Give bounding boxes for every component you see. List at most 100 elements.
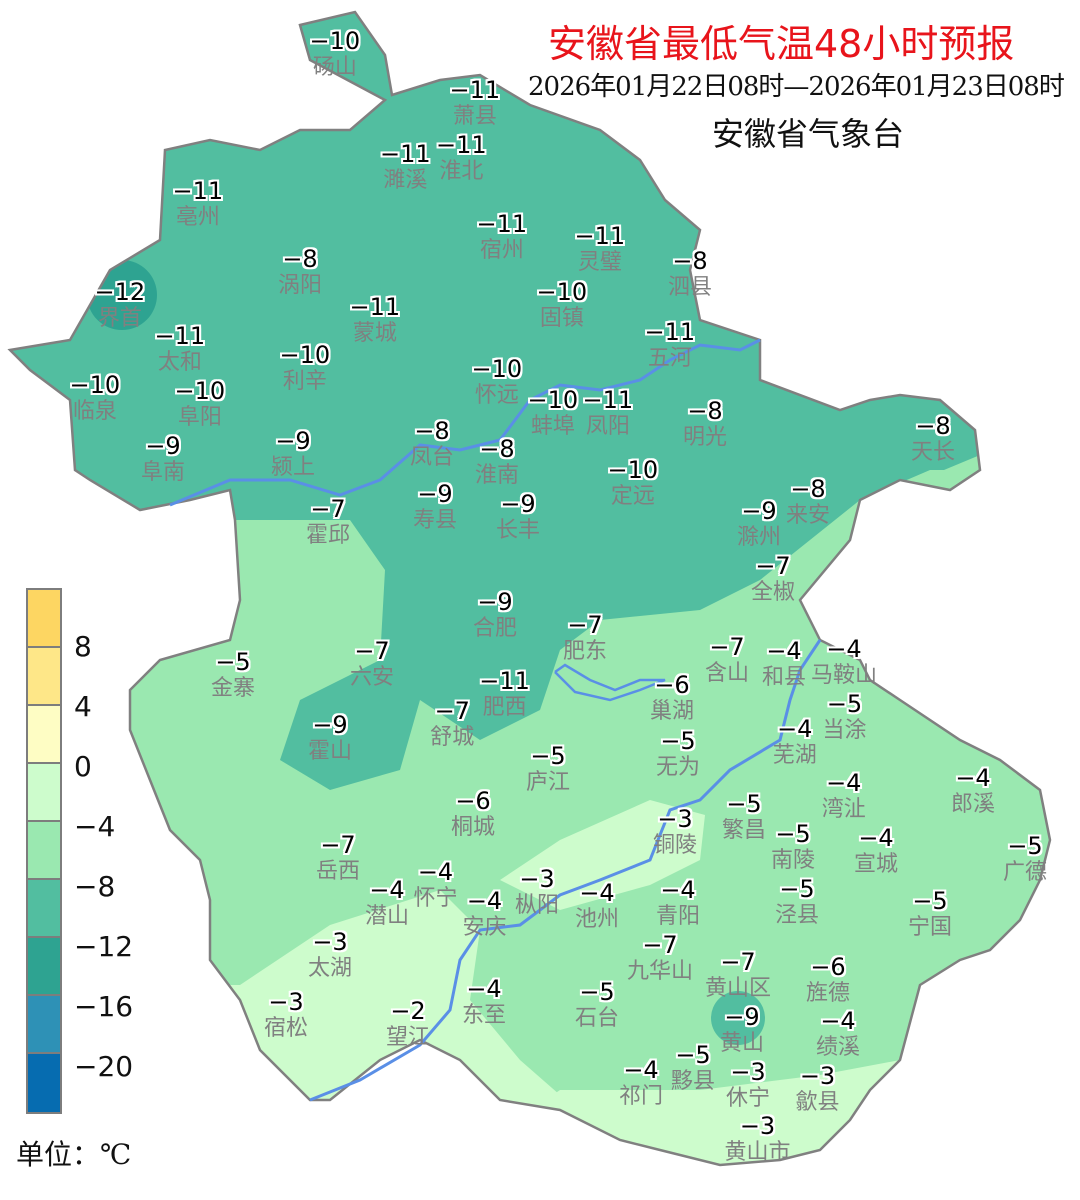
station-min-temp: −11 <box>582 386 634 414</box>
station-label: −12 界首 <box>94 278 146 332</box>
station-name: 潜山 <box>365 904 410 929</box>
station-label: −8 明光 <box>683 398 728 451</box>
station-min-temp: −5 <box>660 727 696 755</box>
station-name: 马鞍山 <box>811 662 878 688</box>
station-min-temp: −10 <box>607 456 659 484</box>
legend-tick: 0 <box>74 750 92 783</box>
station-name: 郎溪 <box>951 792 996 817</box>
station-name: 安庆 <box>462 915 507 940</box>
station-min-temp: −9 <box>275 427 311 455</box>
station-min-temp: −11 <box>476 210 528 238</box>
station-name: 繁昌 <box>722 818 767 843</box>
station-name: 东至 <box>462 1003 507 1028</box>
station-label: −9 合肥 <box>473 589 518 642</box>
station-label: −10 砀山 <box>310 28 361 81</box>
station-label: −5 石台 <box>575 979 620 1032</box>
legend-swatch <box>28 822 60 880</box>
station-min-temp: −12 <box>94 278 146 306</box>
station-min-temp: −4 <box>417 858 454 886</box>
station-label: −5 广德 <box>1003 833 1048 886</box>
station-label: −5 无为 <box>656 727 700 781</box>
station-label: −10 阜阳 <box>174 377 226 431</box>
station-min-temp: −11 <box>380 140 431 168</box>
station-label: −10 利辛 <box>280 342 331 395</box>
station-name: 祁门 <box>619 1084 664 1109</box>
station-name: 庐江 <box>526 770 571 795</box>
station-min-temp: −3 <box>730 1057 766 1086</box>
station-name: 明光 <box>683 425 728 450</box>
station-name: 固镇 <box>539 306 584 331</box>
station-min-temp: −7 <box>354 637 390 665</box>
station-min-temp: −11 <box>449 76 501 104</box>
station-name: 霍山 <box>308 739 353 764</box>
station-min-temp: −5 <box>215 648 251 676</box>
station-name: 泾县 <box>775 903 820 928</box>
station-name: 涡阳 <box>278 273 323 298</box>
station-label: −7 六安 <box>350 637 395 691</box>
station-label: −3 黄山市 <box>724 1111 791 1165</box>
station-min-temp: −4 <box>820 1006 856 1035</box>
station-label: −7 肥东 <box>563 612 607 665</box>
station-label: −6 旌德 <box>806 953 850 1006</box>
legend-swatch <box>28 880 60 938</box>
station-label: −6 桐城 <box>451 788 495 841</box>
station-name: 当涂 <box>822 717 867 743</box>
station-label: −4 宣城 <box>854 823 899 877</box>
station-name: 黄山市 <box>724 1139 791 1165</box>
station-name: 砀山 <box>312 55 357 80</box>
station-min-temp: −7 <box>755 551 791 580</box>
station-min-temp: −4 <box>660 875 696 904</box>
station-name: 全椒 <box>751 579 796 605</box>
forecast-period: 2026年01月22日08时—2026年01月23日08时 <box>528 72 1065 102</box>
station-min-temp: −4 <box>858 823 894 852</box>
station-name: 怀宁 <box>413 886 458 911</box>
station-name: 濉溪 <box>383 168 428 193</box>
station-min-temp: −3 <box>312 928 348 956</box>
station-name: 淮北 <box>439 159 484 184</box>
station-name: 广德 <box>1003 860 1048 885</box>
station-name: 宣城 <box>854 851 899 877</box>
station-min-temp: −5 <box>530 742 566 770</box>
station-name: 淮南 <box>475 463 520 488</box>
station-name: 石台 <box>575 1006 620 1031</box>
station-name: 湾沚 <box>821 796 866 822</box>
station-label: −9 阜南 <box>141 433 186 486</box>
legend-swatch <box>28 764 60 822</box>
station-min-temp: −5 <box>912 887 948 915</box>
station-label: −4 池州 <box>575 879 620 933</box>
legend-tick: −4 <box>74 810 116 843</box>
station-label: −4 怀宁 <box>413 858 458 912</box>
station-label: −11 凤阳 <box>582 386 634 440</box>
station-name: 池州 <box>575 907 620 932</box>
station-label: −4 和县 <box>762 638 806 691</box>
station-name: 望江 <box>386 1025 431 1050</box>
station-label: −5 庐江 <box>526 742 571 796</box>
station-min-temp: −3 <box>739 1111 776 1140</box>
station-min-temp: −10 <box>174 377 226 405</box>
issuer: 安徽省气象台 <box>712 115 905 153</box>
station-min-temp: −7 <box>320 831 356 859</box>
station-min-temp: −5 <box>826 689 863 718</box>
station-label: −11 萧县 <box>449 76 501 130</box>
station-min-temp: −4 <box>579 879 615 907</box>
station-name: 霍邱 <box>306 523 351 548</box>
station-min-temp: −7 <box>434 697 470 725</box>
legend-swatch <box>28 590 60 648</box>
zone-12-to-8-huangshan <box>711 991 765 1045</box>
station-label: −4 东至 <box>462 976 507 1029</box>
station-name: 黟县 <box>671 1069 716 1094</box>
station-label: −11 五河 <box>645 319 696 372</box>
station-label: −10 固镇 <box>537 279 588 332</box>
station-name: 合肥 <box>473 616 518 641</box>
station-name: 枞阳 <box>515 893 560 918</box>
station-label: −11 蒙城 <box>350 294 401 347</box>
legend-swatch <box>28 1054 60 1112</box>
chaohu-lake <box>554 663 666 702</box>
station-name: 六安 <box>350 665 395 690</box>
station-min-temp: −11 <box>479 667 530 695</box>
station-name: 阜南 <box>141 460 186 485</box>
station-label: −11 濉溪 <box>380 140 431 194</box>
station-min-temp: −10 <box>527 386 579 414</box>
station-min-temp: −8 <box>479 435 515 463</box>
station-name: 休宁 <box>726 1085 771 1111</box>
